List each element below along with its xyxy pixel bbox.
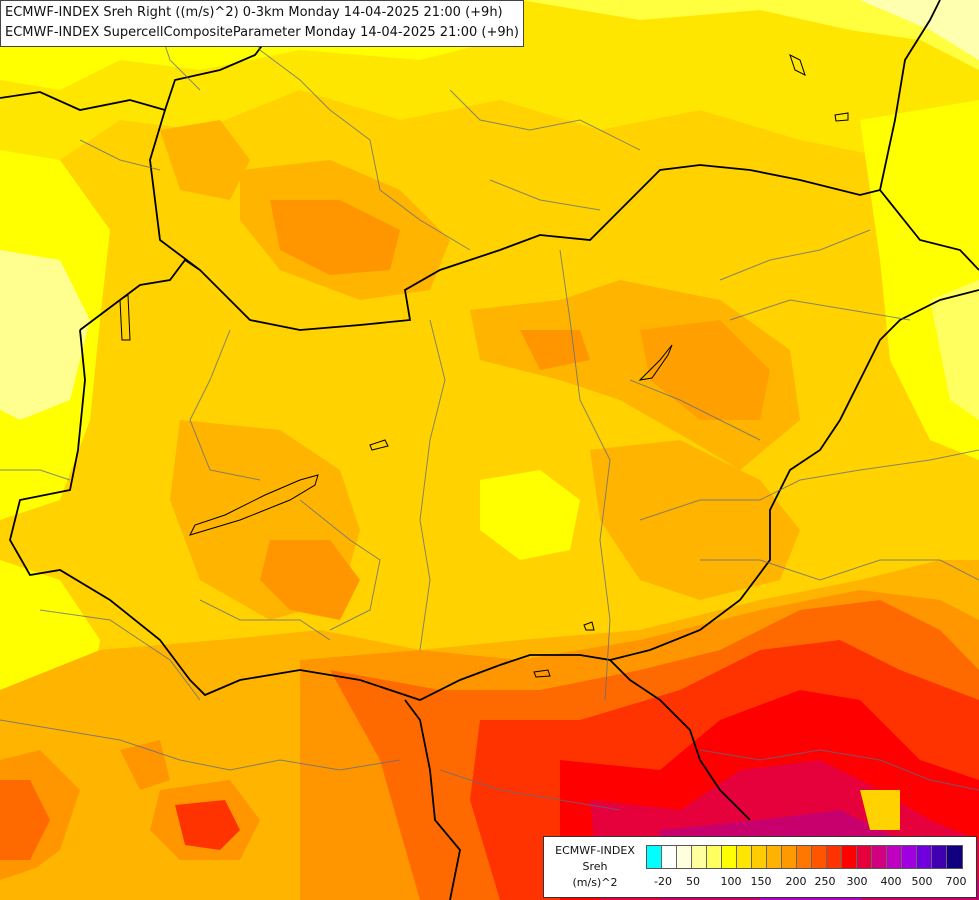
legend-title: ECMWF-INDEX Sreh (m/s)^2 (546, 843, 644, 891)
legend-swatch (797, 846, 812, 868)
legend-swatch (707, 846, 722, 868)
legend-swatch (917, 846, 932, 868)
map-title-line-2: ECMWF-INDEX SupercellCompositeParameter … (5, 25, 519, 40)
legend-swatch (857, 846, 872, 868)
legend-swatch (737, 846, 752, 868)
legend-swatch (677, 846, 692, 868)
legend-swatch (767, 846, 782, 868)
legend-tick-label: 50 (686, 875, 700, 888)
legend-swatch (647, 846, 662, 868)
legend-tick-label: 200 (785, 875, 807, 888)
legend-swatch (932, 846, 947, 868)
legend-swatch (662, 846, 677, 868)
legend-color-scale (646, 845, 963, 869)
legend-tick-label: 300 (846, 875, 868, 888)
legend-swatch (752, 846, 767, 868)
legend-tick-label: 250 (814, 875, 836, 888)
legend-title-line-3: (m/s)^2 (572, 876, 618, 889)
legend-swatch (692, 846, 707, 868)
legend-swatch (812, 846, 827, 868)
map-title-box: ECMWF-INDEX Sreh Right ((m/s)^2) 0-3km M… (0, 0, 524, 47)
legend-tick-label: 100 (720, 875, 742, 888)
legend-swatch (902, 846, 917, 868)
legend-swatch (947, 846, 962, 868)
legend-tick-label: 150 (750, 875, 772, 888)
legend-swatch (722, 846, 737, 868)
legend-swatch (872, 846, 887, 868)
color-legend: ECMWF-INDEX Sreh (m/s)^2 -20 50 100 150 200 2… (543, 836, 977, 898)
legend-title-line-2: Sreh (582, 860, 608, 873)
legend-swatch (827, 846, 842, 868)
legend-title-line-1: ECMWF-INDEX (555, 844, 635, 857)
legend-swatch (842, 846, 857, 868)
legend-tick-labels: -20 50 100 150 200 250 300 400 500 700 (646, 875, 976, 889)
legend-tick-label: 700 (945, 875, 967, 888)
legend-swatch (887, 846, 902, 868)
lakes (119, 54, 849, 678)
map-title-line-1: ECMWF-INDEX Sreh Right ((m/s)^2) 0-3km M… (5, 5, 503, 20)
legend-tick-label: 500 (911, 875, 933, 888)
legend-tick-label: 400 (880, 875, 902, 888)
legend-swatch (782, 846, 797, 868)
legend-tick-label: -20 (654, 875, 672, 888)
